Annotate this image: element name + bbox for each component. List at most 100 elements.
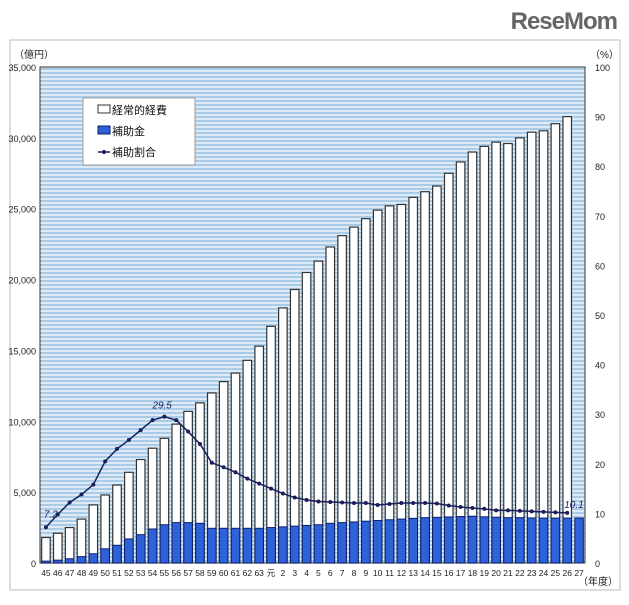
x-tick-label: 59 — [207, 568, 217, 578]
y-left-tick-label: 10,000 — [8, 417, 36, 427]
expense-bar — [562, 115, 573, 564]
ratio-point — [411, 500, 416, 505]
subsidy-bar — [574, 517, 584, 564]
subsidy-bar — [396, 518, 407, 564]
ratio-point — [541, 509, 546, 514]
x-tick-label: 58 — [195, 568, 205, 578]
ratio-point — [221, 465, 226, 470]
y-right-tick-label: 70 — [595, 212, 605, 222]
ratio-point — [399, 500, 404, 505]
expense-bar — [313, 260, 324, 564]
x-tick-label: 48 — [77, 568, 87, 578]
ratio-point — [43, 525, 48, 530]
ratio-point — [387, 501, 392, 506]
subsidy-bar — [53, 559, 63, 564]
y-right-tick-label: 100 — [595, 63, 610, 73]
x-tick-label: 2 — [281, 568, 286, 578]
expense-bar — [384, 205, 395, 564]
ratio-point — [482, 506, 487, 511]
ratio-point — [55, 512, 60, 517]
x-tick-label: 8 — [352, 568, 357, 578]
x-tick-label: 50 — [100, 568, 110, 578]
y-right-tick-label: 30 — [595, 410, 605, 420]
legend-label-subsidy: 補助金 — [112, 124, 145, 138]
subsidy-bar — [515, 517, 525, 564]
expense-bar — [372, 209, 383, 564]
subsidy-bar — [254, 527, 264, 564]
y-left-tick-label: 20,000 — [8, 276, 36, 286]
x-tick-label: 16 — [444, 568, 454, 578]
ratio-point — [351, 500, 356, 505]
subsidy-bar — [278, 526, 288, 564]
subsidy-bar — [207, 527, 217, 564]
expense-bar — [538, 130, 549, 564]
y-right-tick-label: 80 — [595, 162, 605, 172]
ratio-point — [316, 499, 321, 504]
subsidy-bar — [266, 527, 276, 564]
subsidy-bar — [372, 519, 383, 564]
ratio-point — [363, 500, 368, 505]
subsidy-bar — [195, 522, 205, 564]
x-tick-label: 20 — [491, 568, 501, 578]
ratio-point — [434, 501, 439, 506]
x-tick-label: 19 — [480, 568, 490, 578]
x-tick-label: 60 — [219, 568, 229, 578]
x-tick-label: 56 — [172, 568, 182, 578]
subsidy-bar — [479, 516, 490, 564]
x-tick-label: 61 — [231, 568, 241, 578]
ratio-point — [494, 508, 499, 513]
x-tick-label: 49 — [89, 568, 99, 578]
subsidy-bar — [242, 527, 253, 564]
y-left-tick-label: 30,000 — [8, 134, 36, 144]
ratio-point — [257, 481, 262, 486]
data-label-start: 7.2 — [44, 509, 58, 520]
subsidy-bar — [384, 519, 395, 564]
data-label-end: 10.1 — [564, 500, 583, 511]
x-tick-label: 11 — [385, 568, 394, 578]
expense-bar — [408, 196, 419, 564]
ratio-point — [446, 503, 451, 508]
expense-bar — [467, 151, 478, 564]
y-left-tick-label: 0 — [31, 559, 36, 569]
ratio-point — [458, 504, 463, 509]
x-tick-label: 52 — [124, 568, 134, 578]
expense-bar — [301, 271, 312, 564]
ratio-point — [209, 460, 214, 465]
expense-bar — [420, 191, 430, 564]
ratio-point — [340, 500, 345, 505]
y-right-tick-label: 90 — [595, 113, 605, 123]
x-tick-label: 51 — [112, 568, 122, 578]
subsidy-bar — [313, 524, 324, 564]
x-tick-label: 15 — [432, 568, 442, 578]
expense-bar — [479, 145, 490, 564]
ratio-point — [269, 486, 274, 491]
ratio-point — [292, 495, 297, 500]
legend-swatch-expense — [97, 104, 111, 114]
subsidy-bar — [124, 538, 134, 564]
legend-label-ratio: 補助割合 — [112, 145, 156, 159]
subsidy-bar — [218, 527, 229, 564]
subsidy-bar — [538, 517, 549, 564]
expense-bar — [337, 235, 347, 564]
brand-logo: ReseMom — [510, 8, 618, 35]
ratio-point — [174, 418, 179, 423]
y-right-tick-label: 20 — [595, 460, 605, 470]
subsidy-bar — [76, 556, 87, 564]
expense-bar — [503, 142, 513, 564]
y-right-tick-label: 0 — [595, 559, 600, 569]
y-right-tick-label: 40 — [595, 361, 605, 371]
ratio-point — [150, 418, 155, 423]
x-tick-label: 7 — [340, 568, 345, 578]
expense-bar — [514, 137, 525, 564]
ratio-point — [245, 476, 250, 481]
x-tick-label: 10 — [373, 568, 383, 578]
expense-bar — [41, 536, 51, 564]
y-left-tick-label: 35,000 — [8, 63, 36, 73]
x-tick-label: 54 — [148, 568, 158, 578]
subsidy-bar — [550, 517, 561, 564]
x-tick-label: 23 — [527, 568, 537, 578]
subsidy-bar — [455, 516, 466, 564]
x-tick-label: 25 — [551, 568, 561, 578]
subsidy-bar — [41, 560, 51, 564]
